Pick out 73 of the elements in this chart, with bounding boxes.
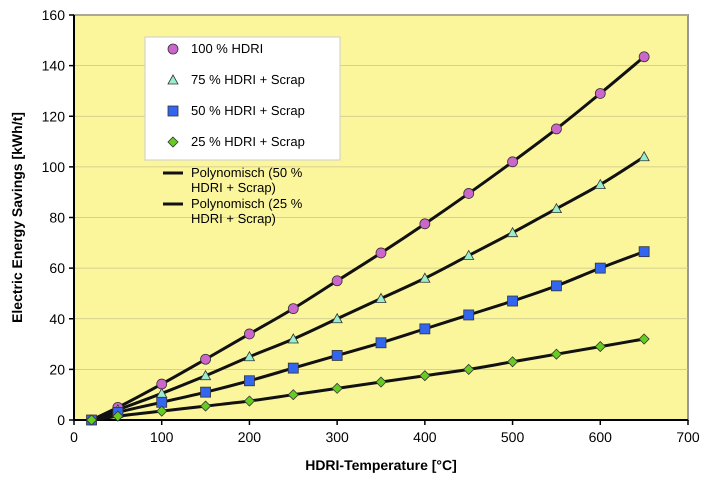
point xyxy=(332,275,343,286)
legend-label: 25 % HDRI + Scrap xyxy=(191,134,305,149)
point xyxy=(594,88,606,99)
point xyxy=(376,376,386,388)
point xyxy=(200,386,211,398)
point xyxy=(419,323,430,334)
point xyxy=(200,370,211,380)
point xyxy=(463,310,474,320)
point xyxy=(332,313,343,324)
x-tick-label: 200 xyxy=(238,429,262,445)
point xyxy=(638,334,650,344)
point xyxy=(332,350,343,361)
y-tick-label: 160 xyxy=(42,7,66,23)
point xyxy=(507,156,518,168)
point xyxy=(463,364,474,375)
y-tick-label: 100 xyxy=(42,158,66,175)
point xyxy=(551,124,562,134)
x-tick-label: 100 xyxy=(150,429,174,445)
point xyxy=(507,227,518,238)
point xyxy=(332,382,343,394)
point xyxy=(244,351,255,362)
x-tick-label: 600 xyxy=(588,429,612,445)
point xyxy=(288,362,299,374)
point xyxy=(551,203,562,214)
y-tick-label: 60 xyxy=(49,260,66,276)
legend-label: 100 % HDRI xyxy=(191,41,264,56)
point xyxy=(638,51,650,62)
point xyxy=(594,179,606,189)
x-tick-label: 300 xyxy=(325,429,350,445)
x-tick-label: 0 xyxy=(70,429,78,445)
point xyxy=(244,328,255,340)
point xyxy=(156,396,168,408)
point xyxy=(419,218,430,230)
point xyxy=(200,354,211,365)
point xyxy=(288,389,299,400)
point xyxy=(507,356,518,368)
point xyxy=(463,188,474,199)
point xyxy=(244,396,255,406)
y-tick-label: 0 xyxy=(57,412,66,428)
point xyxy=(551,280,562,292)
x-tick-label: 500 xyxy=(500,429,524,445)
point xyxy=(463,250,474,260)
legend-label: Polynomisch (50 % HDRI + Scrap) xyxy=(191,165,303,195)
point xyxy=(288,303,299,314)
point xyxy=(638,151,650,162)
y-tick-label: 120 xyxy=(42,108,66,124)
point xyxy=(156,406,168,417)
point xyxy=(551,348,562,360)
y-tick-label: 80 xyxy=(49,210,66,226)
point xyxy=(112,410,124,422)
legend-label: 75 % HDRI + Scrap xyxy=(191,72,305,87)
point xyxy=(594,341,606,352)
point xyxy=(376,293,386,303)
legend-label: 50 % HDRI + Scrap xyxy=(191,103,305,118)
point xyxy=(419,370,430,382)
point xyxy=(419,272,430,283)
point xyxy=(244,375,255,386)
point xyxy=(376,248,386,258)
y-tick-label: 20 xyxy=(49,361,66,378)
y-tick-label: 40 xyxy=(49,310,66,327)
point xyxy=(638,246,650,258)
point xyxy=(594,262,606,274)
point xyxy=(507,296,518,306)
x-tick-label: 700 xyxy=(676,429,700,445)
point xyxy=(200,400,211,412)
point xyxy=(156,378,168,390)
point xyxy=(376,337,386,348)
legend-label: Polynomisch (25 % HDRI + Scrap) xyxy=(191,196,303,226)
y-tick-label: 140 xyxy=(42,58,66,74)
point xyxy=(288,334,299,344)
x-axis-title: HDRI-Temperature [°C] xyxy=(305,457,457,473)
y-axis-title: Electric Energy Savings [kWh/t] xyxy=(9,112,25,323)
x-tick-label: 400 xyxy=(413,429,437,445)
